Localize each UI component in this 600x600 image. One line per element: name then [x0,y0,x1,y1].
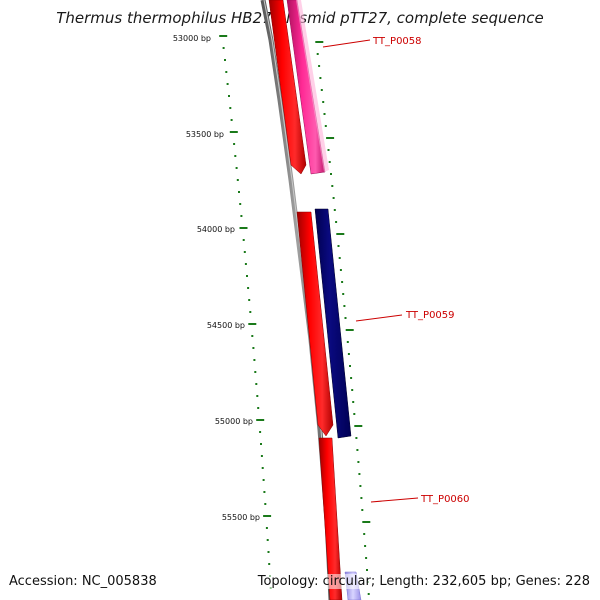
ruler-label-54000: 54000 bp [197,225,235,234]
gene-TT_P0059[interactable] [314,208,352,439]
gene-label-TT_P0059[interactable]: TT_P0059 [405,310,455,321]
label-leader-TT_P0059 [355,314,403,322]
gene-label-TT_P0060[interactable]: TT_P0060 [420,494,470,505]
label-leader-TT_P0058 [322,39,371,48]
ruler-label-55000: 55000 bp [215,417,253,426]
ruler-label-55500: 55500 bp [222,513,260,522]
forward-cds-2[interactable] [296,211,334,437]
gene-label-TT_P0058[interactable]: TT_P0058 [372,36,422,47]
ruler-label-53000: 53000 bp [173,34,211,43]
forward-cds-1[interactable] [268,0,307,175]
gene-TT_P0058[interactable] [286,0,329,175]
label-leader-TT_P0060 [370,497,419,503]
ruler-label-54500: 54500 bp [207,321,245,330]
forward-cds-3[interactable] [318,437,343,600]
ruler-label-53500: 53500 bp [186,130,224,139]
ruler-ticks [219,35,371,595]
accession-label: Accession: NC_005838 [9,574,157,589]
map-summary: Topology: circular; Length: 232,605 bp; … [257,574,590,589]
